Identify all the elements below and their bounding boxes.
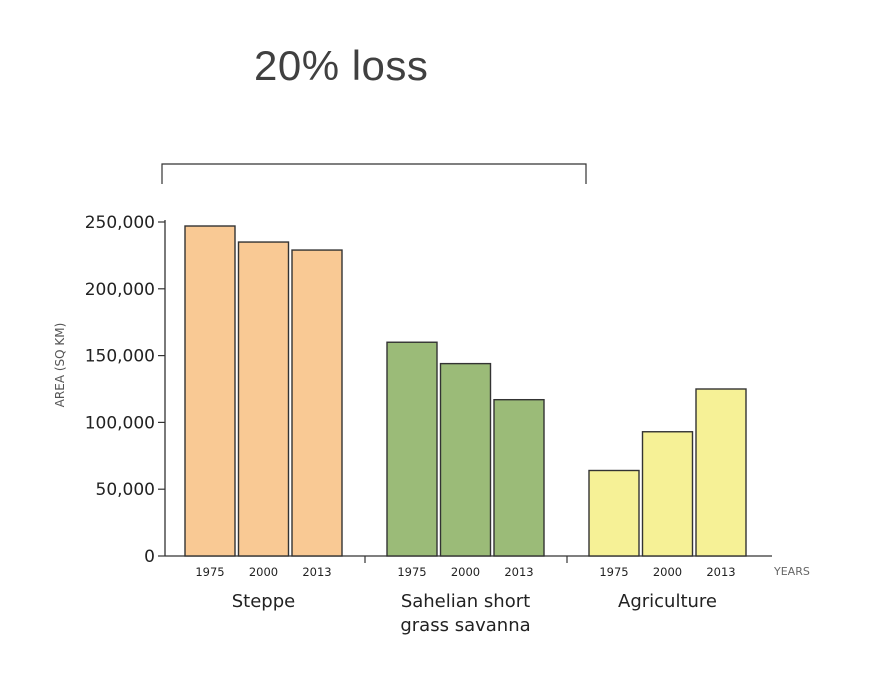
bar-steppe-1975 (184, 225, 236, 557)
annotation-bracket (161, 163, 587, 184)
x-axis-label: YEARS (773, 565, 810, 578)
bar-sahelian-1975 (386, 341, 438, 557)
bar-steppe-2013 (291, 249, 343, 557)
loss-annotation: 20% loss (254, 42, 429, 89)
year-tick-label: 2013 (504, 565, 533, 579)
year-tick-label: 1975 (397, 565, 426, 579)
bar-sahelian-2013 (493, 398, 545, 557)
y-axis-label: AREA (SQ KM) (53, 323, 67, 408)
bar-steppe-2000 (237, 241, 290, 557)
year-tick-label: 2000 (451, 565, 480, 579)
y-tick-label: 150,000 (85, 347, 155, 367)
year-tick-label: 2000 (249, 565, 278, 579)
group-label: Steppe (232, 591, 295, 612)
bar-agriculture-2000 (641, 431, 694, 557)
year-tick-label: 1975 (599, 565, 628, 579)
group-label: Agriculture (618, 591, 717, 612)
chart-labels: 1975 2000 2013 Steppe 1975 2000 2013 Sahelian s… (195, 565, 735, 636)
y-tick-label: 0 (144, 547, 155, 567)
year-tick-label: 2013 (706, 565, 735, 579)
year-tick-label: 1975 (195, 565, 224, 579)
group-label: Sahelian short (401, 591, 530, 612)
y-tick-label: 50,000 (96, 480, 155, 500)
y-tick-label: 250,000 (85, 213, 155, 233)
bar-agriculture-2013 (695, 388, 747, 557)
bar-agriculture-1975 (588, 469, 640, 557)
annotation-area: 20% loss (0, 0, 876, 200)
group-label: grass savanna (400, 615, 530, 636)
bar-sahelian-2000 (439, 362, 492, 557)
y-tick-label: 200,000 (85, 280, 155, 300)
chart-bars (184, 225, 747, 557)
y-tick-label: 100,000 (85, 413, 155, 433)
year-tick-label: 2013 (302, 565, 331, 579)
year-tick-label: 2000 (653, 565, 682, 579)
